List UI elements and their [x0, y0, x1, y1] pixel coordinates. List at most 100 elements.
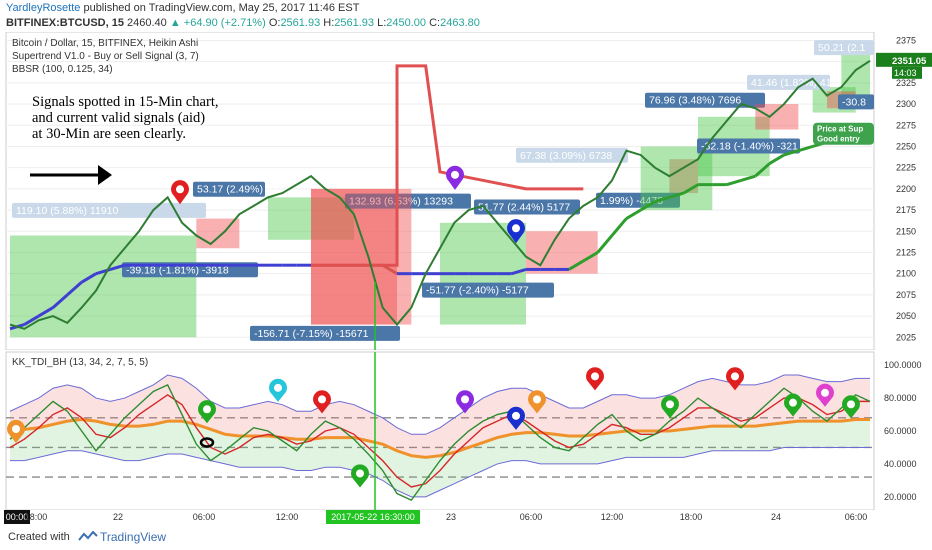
- x-tick-label: 06:00: [845, 512, 868, 522]
- open-value: 2561.93: [280, 17, 321, 29]
- y-tick-label: 2375: [896, 35, 916, 45]
- price-chart[interactable]: 2025 2050 2075 2100 2125 2150 2175 2200 2225 2250…: [0, 32, 932, 350]
- chart-legend: Bitcoin / Dollar, 15, BITFINEX, Heikin A…: [12, 37, 199, 76]
- y-tick-label: 2050: [896, 311, 916, 321]
- supertrend-segment: [726, 178, 742, 187]
- signal-box: [268, 197, 354, 240]
- header: YardleyRosette published on TradingView.…: [0, 0, 932, 32]
- author-link[interactable]: YardleyRosette: [6, 2, 81, 14]
- lower-band-fill: [10, 419, 870, 497]
- tdi-marker-hole: [591, 372, 599, 381]
- current-price-bg: [876, 52, 932, 67]
- time-highlight-bg: [4, 510, 30, 524]
- supertrend-segment: [797, 145, 814, 153]
- signal-label-bg: [193, 181, 265, 197]
- signal-box: [311, 188, 397, 325]
- supertrend-segment: [582, 251, 599, 263]
- signal-label: -30.8: [842, 96, 866, 108]
- osc-y-tick-label: 20.0000: [884, 492, 917, 502]
- signal-box: [311, 188, 412, 325]
- tdi-marker-hole: [821, 388, 829, 397]
- price-change: ▲ +64.90 (+2.71%): [169, 17, 266, 29]
- osc-y-tick-label: 60.0000: [884, 426, 917, 436]
- y-tick-label: 2325: [896, 78, 916, 88]
- callout-box: [813, 122, 874, 145]
- annotation-line-3: at 30-Min are seen clearly.: [32, 126, 187, 142]
- tdi-marker-hole: [12, 425, 20, 433]
- x-tick-label: 06:00: [520, 512, 543, 522]
- tdi-marker-hole: [789, 398, 797, 407]
- countdown-bg: [892, 66, 922, 79]
- annotation-text: Signals spotted in 15-Min chart, and cur…: [32, 94, 218, 142]
- tdi-marker-hole: [461, 395, 469, 404]
- signal-label-bg: [516, 147, 628, 163]
- signal-label-bg: [747, 74, 830, 90]
- signal-box: [526, 231, 598, 274]
- supertrend-segment: [654, 195, 670, 204]
- supertrend-segment: [52, 293, 69, 309]
- market-base-line: [9, 417, 870, 459]
- x-tick-label: 00:00: [6, 512, 29, 522]
- quote-line: BITFINEX:BTCUSD, 15 2460.40 ▲ +64.90 (+2…: [6, 17, 480, 29]
- signal-label: 41.46 (1.82%) 4146: [751, 77, 843, 89]
- y-tick-label: 2100: [896, 269, 916, 279]
- tdi-marker-hole: [666, 400, 674, 409]
- y-tick-label: 2025: [896, 332, 916, 342]
- x-tick-label: 06:00: [193, 512, 216, 522]
- supertrend-segment: [568, 259, 585, 271]
- low-value: 2450.00: [386, 17, 427, 29]
- supertrend-segment: [625, 208, 642, 220]
- rsi-line: [9, 383, 871, 502]
- osc-y-tick-label: 80.0000: [884, 393, 917, 403]
- y-tick-label: 2275: [896, 120, 916, 130]
- annotation-line-2: and current valid signals (aid): [32, 110, 206, 126]
- supertrend-segment: [639, 200, 656, 212]
- signal-label-bg: [422, 282, 554, 298]
- y-tick-label: 2125: [896, 247, 916, 257]
- x-tick-label: 23: [446, 512, 456, 522]
- signal-label: 119.10 (5.88%) 11910: [16, 205, 119, 217]
- y-tick-label: 2250: [896, 141, 916, 151]
- supertrend-segment: [109, 263, 126, 271]
- arrow-head: [98, 165, 112, 185]
- supertrend-segment: [668, 191, 685, 199]
- tdi-marker-hole: [731, 372, 739, 381]
- signal-label: 132.93 (6.53%) 13293: [349, 196, 453, 208]
- signal-marker-hole: [176, 185, 184, 194]
- signal-label: -51.77 (-2.40%) -5177: [426, 285, 529, 297]
- upper-band-line: [9, 374, 870, 435]
- tradingview-logo-icon: [78, 530, 98, 546]
- x-tick-label: 22: [113, 512, 123, 522]
- tdi-oscillator[interactable]: 20.0000 40.0000 60.0000 80.0000 100.0000: [0, 350, 932, 510]
- signal-label-bg: [645, 92, 765, 108]
- tdi-marker-hole: [318, 395, 326, 404]
- high-label: H:: [323, 17, 335, 29]
- low-label: L:: [377, 17, 387, 29]
- tradingview-link[interactable]: TradingView: [100, 530, 167, 544]
- supertrend-segment: [754, 162, 771, 178]
- close-label: C:: [429, 17, 441, 29]
- signal-label: -39.18 (-1.81%) -3918: [126, 264, 229, 276]
- supertrend-segment: [37, 306, 54, 318]
- signal-label: -156.71 (-7.15%) -15671: [254, 328, 369, 340]
- high-value: 2561.93: [334, 17, 375, 29]
- signal-label: 50.21 (2.1: [818, 42, 865, 54]
- y-tick-label: 2200: [896, 184, 916, 194]
- signal-label-bg: [474, 199, 580, 215]
- tdi-marker-hole: [512, 411, 520, 420]
- open-label: O:: [268, 17, 281, 29]
- x-tick-label: 12:00: [601, 512, 624, 522]
- x-tick-label: 18:00: [680, 512, 703, 522]
- signal-label: 76.96 (3.48%) 7696: [649, 95, 741, 107]
- supertrend-segment: [610, 217, 628, 237]
- signal-label-bg: [250, 325, 400, 341]
- last-price: 2460.40: [127, 17, 167, 29]
- y-tick-label: 2175: [896, 205, 916, 215]
- supertrend-resistance: [311, 64, 584, 267]
- created-with-text: Created with: [8, 531, 70, 543]
- legend-supertrend: Supertrend V1.0 - Buy or Sell Signal (3,…: [12, 51, 199, 62]
- signal-box: [755, 104, 799, 130]
- annotation-line-1: Signals spotted in 15-Min chart,: [32, 94, 219, 110]
- signal-label-bg: [345, 193, 471, 209]
